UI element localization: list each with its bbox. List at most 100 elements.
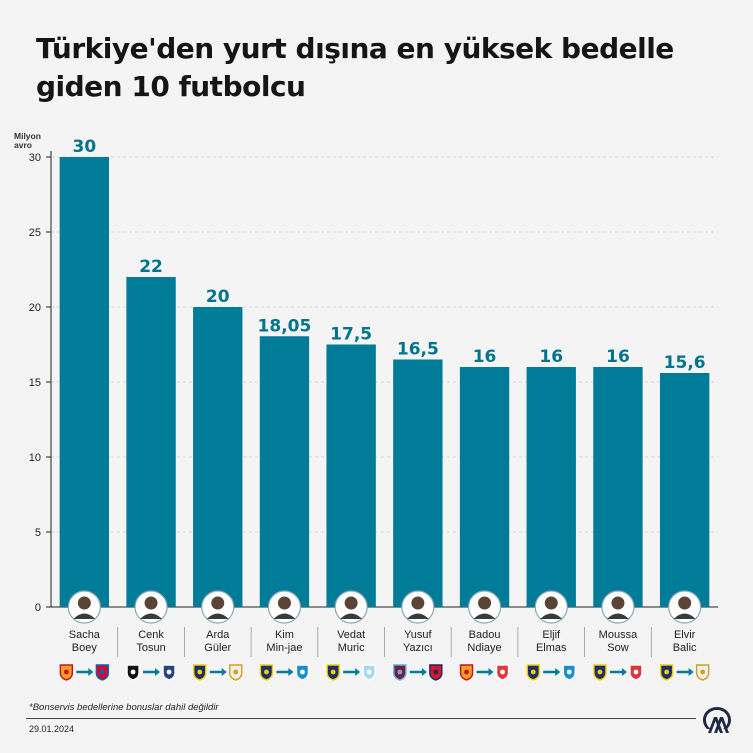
club-crest-icon bbox=[659, 664, 674, 681]
club-crest-icon bbox=[326, 664, 340, 681]
player-avatar-head bbox=[77, 596, 91, 610]
bar-value-label: 16 bbox=[473, 347, 497, 367]
category-label: Boey bbox=[72, 642, 98, 654]
footer-divider bbox=[26, 718, 696, 719]
club-crest-icon bbox=[593, 664, 607, 681]
bar-value-label: 16 bbox=[606, 347, 630, 367]
player-avatar-body bbox=[340, 613, 363, 619]
club-crest-icon bbox=[362, 664, 376, 681]
player-avatar-head bbox=[344, 596, 358, 610]
player-avatar-head bbox=[211, 596, 225, 610]
club-crest-icon bbox=[562, 664, 576, 681]
club-crest-icon bbox=[629, 664, 643, 681]
footnote: *Bonservis bedellerine bonuslar dahil de… bbox=[29, 702, 219, 713]
arrow-right-icon bbox=[343, 668, 361, 676]
category-label: Elmas bbox=[536, 642, 567, 654]
bar bbox=[193, 307, 243, 607]
arrow-right-icon bbox=[609, 668, 627, 676]
club-crest-icon bbox=[459, 664, 474, 681]
arrow-right-icon bbox=[276, 668, 294, 676]
category-label: Muric bbox=[338, 642, 365, 654]
y-tick-label: 10 bbox=[29, 452, 41, 464]
y-tick-label: 25 bbox=[29, 227, 41, 239]
player-avatar-body bbox=[206, 613, 229, 619]
club-crest-icon bbox=[162, 664, 176, 681]
club-crest-icon bbox=[193, 664, 207, 681]
club-crest-icon bbox=[259, 664, 274, 681]
bar bbox=[526, 367, 576, 607]
player-avatar-body bbox=[273, 613, 296, 619]
bar bbox=[59, 157, 110, 607]
player-avatar-head bbox=[678, 596, 692, 610]
category-label: Balic bbox=[673, 642, 697, 654]
category-label: Elvir bbox=[674, 629, 696, 641]
bar-value-label: 20 bbox=[206, 287, 230, 307]
y-axis-unit-line-2: avro bbox=[14, 140, 32, 150]
category-label: Moussa bbox=[599, 629, 638, 641]
bar-value-label: 18,05 bbox=[258, 316, 312, 336]
club-crest-icon bbox=[695, 664, 710, 681]
y-tick-label: 20 bbox=[29, 302, 41, 314]
category-label: Yusuf bbox=[404, 629, 432, 641]
category-label: Sacha bbox=[69, 629, 101, 641]
player-avatar-body bbox=[473, 613, 496, 619]
bar bbox=[593, 367, 643, 607]
club-crest-icon bbox=[229, 664, 243, 681]
y-axis-unit-label: Milyon avro bbox=[14, 132, 54, 150]
club-crest-icon bbox=[495, 664, 510, 681]
player-avatar-body bbox=[540, 613, 563, 619]
player-avatar-head bbox=[611, 596, 625, 610]
arrow-right-icon bbox=[76, 668, 94, 676]
club-crest-icon bbox=[295, 664, 310, 681]
category-label: Sow bbox=[607, 642, 628, 654]
category-label: Eljif bbox=[542, 629, 561, 641]
arrow-right-icon bbox=[209, 668, 227, 676]
y-tick-label: 15 bbox=[29, 377, 41, 389]
publish-date: 29.01.2024 bbox=[29, 724, 75, 734]
player-avatar-body bbox=[673, 613, 696, 619]
bar bbox=[393, 359, 443, 607]
category-label: Kim bbox=[275, 629, 294, 641]
player-avatar-body bbox=[606, 613, 629, 619]
chart-title: Türkiye'den yurt dışına en yüksek bedell… bbox=[36, 32, 674, 103]
arrow-right-icon bbox=[409, 668, 427, 676]
club-crest-icon bbox=[95, 664, 110, 681]
club-crest-icon bbox=[526, 664, 540, 681]
y-tick-label: 30 bbox=[29, 152, 41, 164]
bar-value-label: 16 bbox=[539, 347, 563, 367]
bar-value-label: 30 bbox=[73, 137, 97, 157]
player-avatar-head bbox=[277, 596, 291, 610]
category-label: Cenk bbox=[138, 629, 164, 641]
y-tick-label: 0 bbox=[35, 602, 41, 614]
arrow-right-icon bbox=[476, 668, 494, 676]
category-label: Tosun bbox=[136, 642, 165, 654]
club-crest-icon bbox=[393, 664, 407, 681]
bar bbox=[459, 367, 510, 607]
bar-value-label: 17,5 bbox=[330, 325, 372, 345]
category-label: Min-jae bbox=[266, 642, 302, 654]
club-crest-icon bbox=[59, 664, 74, 681]
bar-value-label: 16,5 bbox=[397, 340, 439, 360]
player-avatar-head bbox=[411, 596, 425, 610]
player-avatar-head bbox=[144, 596, 158, 610]
y-tick-label: 5 bbox=[35, 527, 41, 539]
club-crest-icon bbox=[126, 664, 140, 681]
y-axis-unit-line-1: Milyon bbox=[14, 131, 41, 141]
category-label: Badou bbox=[469, 629, 501, 641]
aa-logo-icon bbox=[703, 707, 731, 733]
bar-value-label: 22 bbox=[139, 257, 163, 277]
player-avatar-body bbox=[140, 613, 163, 619]
bar bbox=[659, 373, 710, 607]
bar bbox=[326, 344, 376, 607]
category-label: Arda bbox=[206, 629, 230, 641]
player-avatar-body bbox=[406, 613, 429, 619]
arrow-right-icon bbox=[676, 668, 694, 676]
bar-value-label: 15,6 bbox=[664, 353, 706, 373]
player-avatar-head bbox=[478, 596, 492, 610]
player-avatar-body bbox=[73, 613, 96, 619]
club-crest-icon bbox=[429, 664, 443, 681]
bar bbox=[259, 336, 310, 607]
player-avatar-head bbox=[544, 596, 558, 610]
category-label: Güler bbox=[204, 642, 231, 654]
